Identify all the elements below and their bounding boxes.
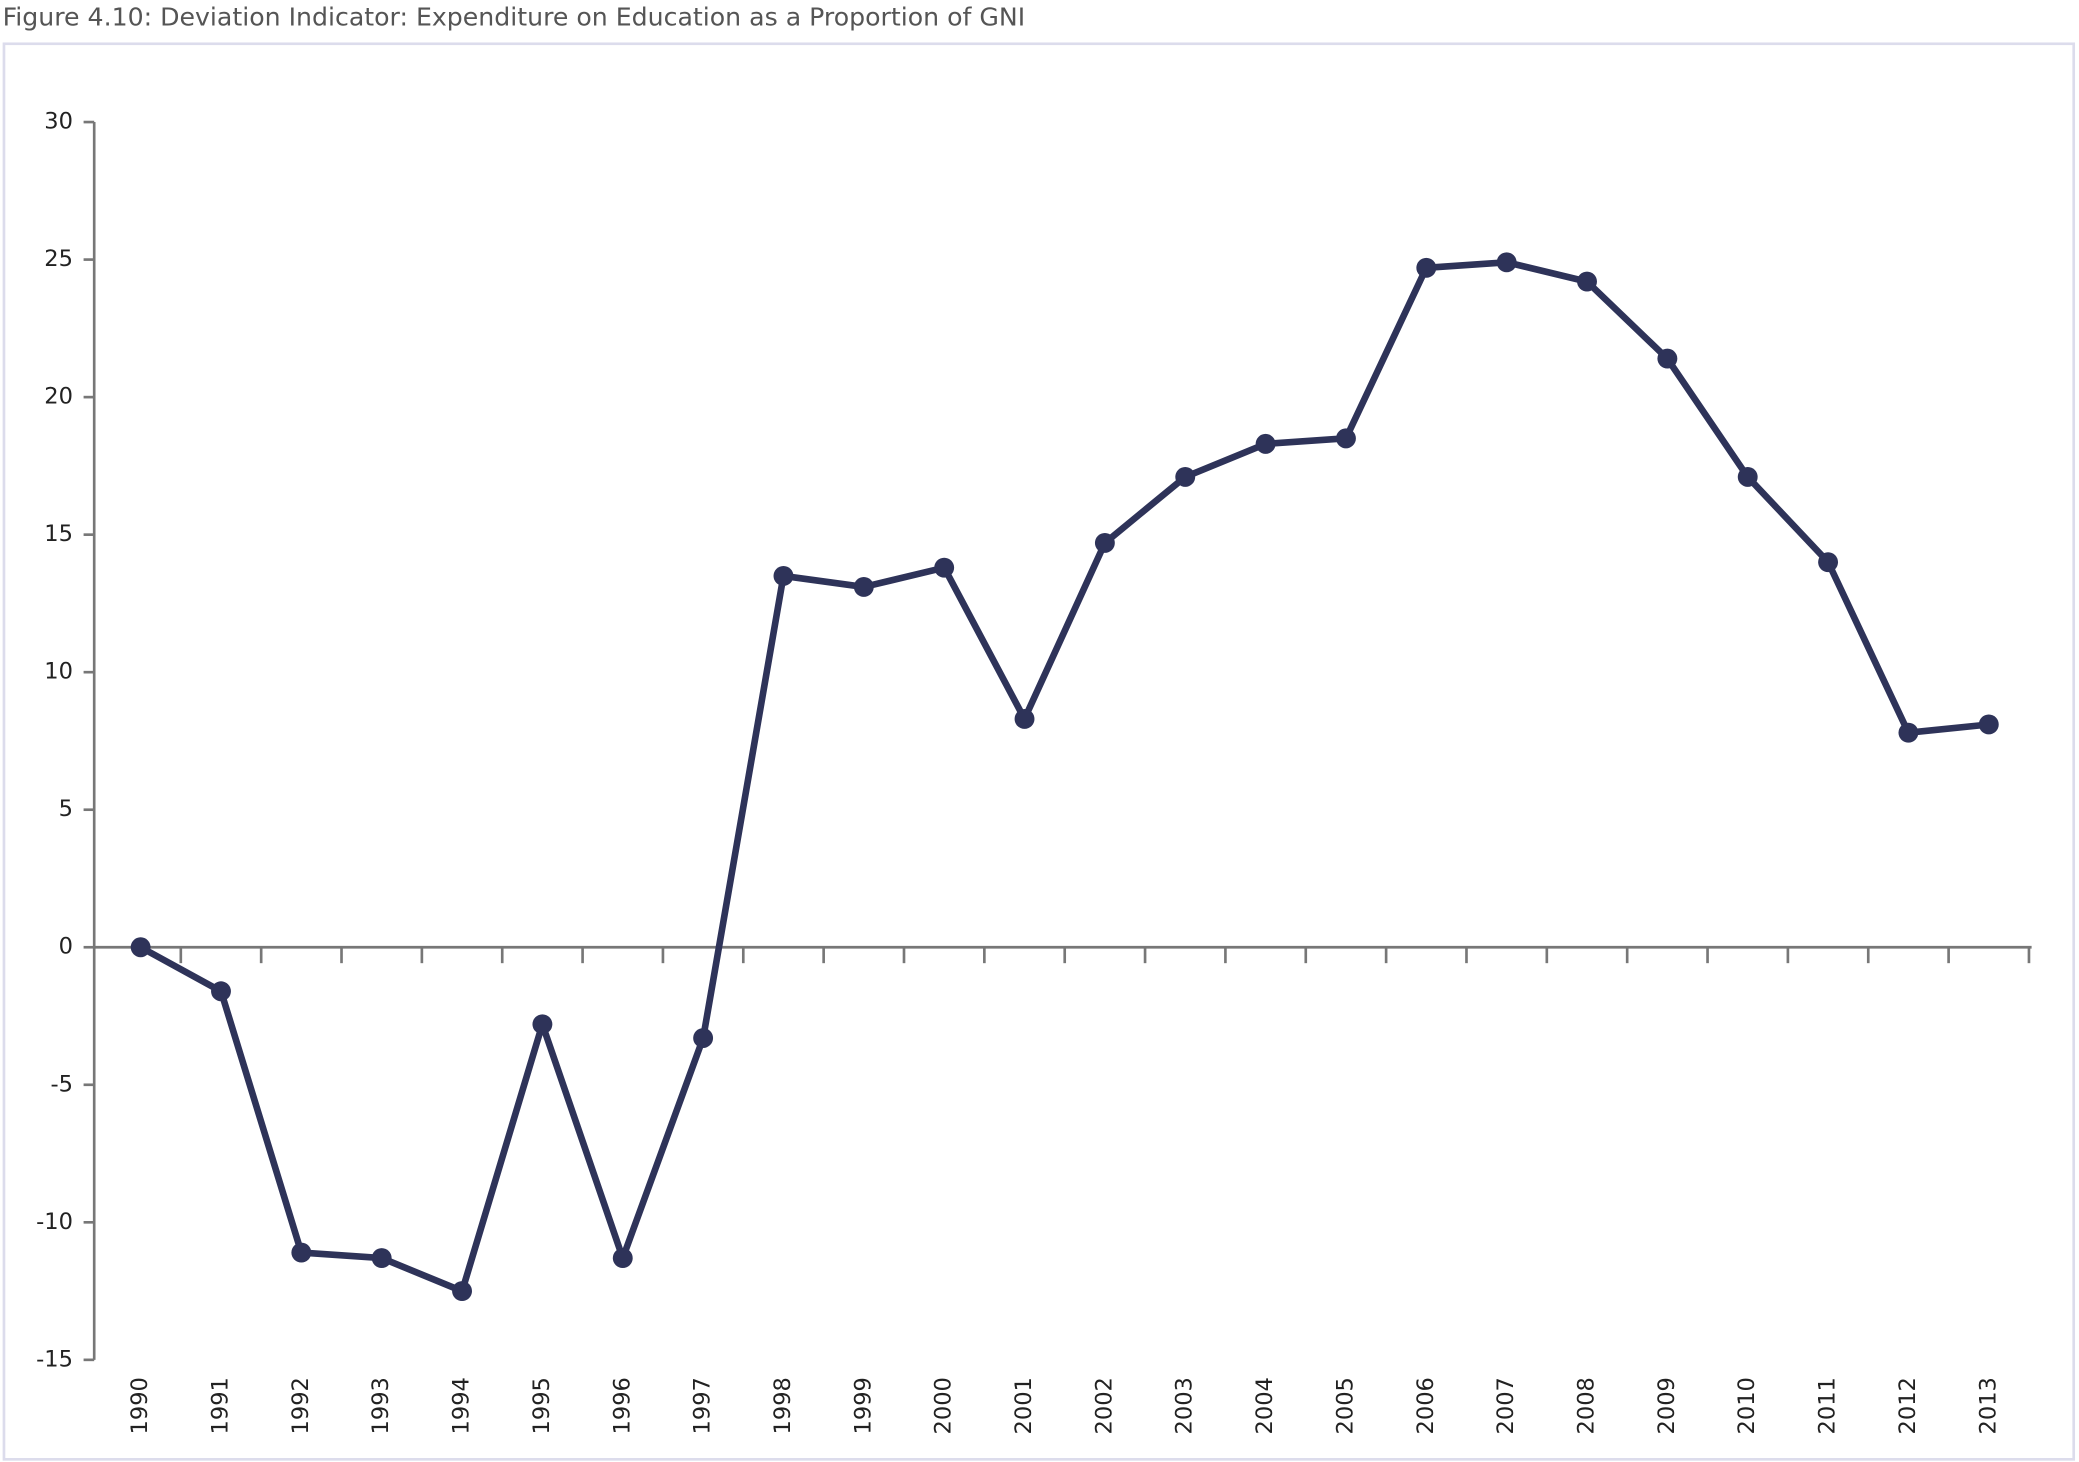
x-tick-label: 2003 [1172,1377,1198,1434]
x-tick-label: 2008 [1574,1377,1600,1434]
x-tick-label: 1999 [850,1377,876,1434]
x-tick-label: 1991 [207,1377,233,1434]
x-tick-label: 2006 [1413,1377,1439,1434]
data-point [1577,271,1597,292]
y-tick-label: 15 [44,521,73,547]
data-point [452,1281,473,1302]
x-tick-label: 1995 [529,1377,555,1434]
data-point [1175,466,1196,487]
x-tick-label: 2007 [1493,1377,1519,1434]
data-point [1014,708,1035,729]
x-tick-label: 2000 [931,1377,957,1434]
data-point [773,565,794,586]
x-tick-label: 2001 [1011,1377,1037,1434]
data-point [853,576,874,597]
chart-frame [2,42,2076,1461]
x-tick-label: 2011 [1815,1377,1841,1434]
data-point [1978,714,1999,735]
data-point [211,981,231,1002]
x-tick-label: 2013 [1975,1377,2001,1434]
data-line [139,258,1990,1295]
x-tick-label: 1998 [770,1377,796,1434]
y-tick-label: 25 [44,246,73,272]
data-point [1255,433,1276,454]
x-tick-label: 1990 [127,1377,153,1434]
x-tick-label: 1996 [609,1377,635,1434]
y-tick-label: -5 [50,1071,72,1097]
y-tick-label: 30 [44,109,73,135]
data-point [1335,428,1356,449]
data-point [1818,552,1839,573]
data-point [1496,252,1517,273]
y-tick-label: 10 [44,659,73,685]
data-point [612,1248,633,1269]
data-point [371,1248,392,1269]
data-point [1737,466,1758,487]
data-point [532,1014,553,1035]
chart-title: Figure 4.10: Deviation Indicator: Expend… [3,3,1026,32]
x-tick-label: 1994 [449,1377,475,1434]
y-tick-label: -15 [36,1346,73,1372]
data-point [1898,722,1919,743]
y-tick-label: 5 [59,796,73,822]
x-tick-label: 2012 [1895,1377,1921,1434]
x-tick-label: 2010 [1734,1377,1760,1434]
data-point [934,557,955,578]
x-tick-label: 2004 [1252,1377,1278,1434]
y-tick-label: -10 [36,1209,73,1235]
data-point [1094,532,1115,553]
x-tick-label: 1992 [288,1377,314,1434]
y-tick-label: 20 [44,384,73,410]
data-point [130,937,151,958]
data-point [693,1028,714,1048]
x-tick-label: 1997 [690,1377,716,1434]
x-tick-label: 2009 [1654,1377,1680,1434]
x-tick-label: 2005 [1332,1377,1358,1434]
y-tick-label: 0 [59,934,73,960]
data-point [291,1242,312,1263]
x-tick-label: 1993 [368,1377,394,1434]
data-point [1657,348,1678,369]
x-tick-label: 2002 [1091,1377,1117,1434]
data-point [1416,257,1437,278]
